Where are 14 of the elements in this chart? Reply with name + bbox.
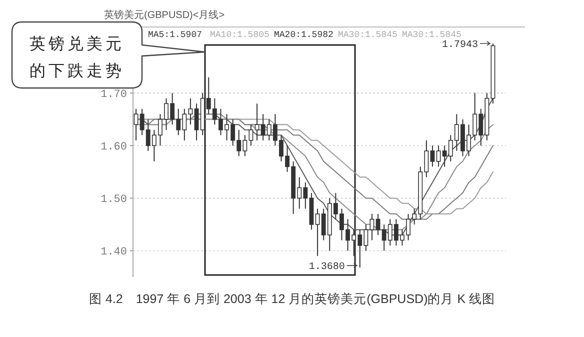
annotation: MA5:1.5907 (148, 30, 202, 40)
annotation: MA20:1.5982 (274, 30, 334, 40)
annotation: MA10:1.5805 (210, 30, 270, 40)
annotation: MA30:1.5845 (338, 30, 398, 40)
annotation: 1.3680 (308, 262, 345, 274)
chart-title: 英镑美元(GBPUSD)<月线> (104, 9, 225, 21)
y-tick-label: 1.40 (100, 246, 127, 259)
text: 英镑兑美元的下跌走势 (30, 35, 124, 80)
y-tick-label: 1.70 (100, 89, 127, 102)
y-tick-label: 1.50 (100, 194, 127, 206)
y-tick-label: 1.60 (100, 142, 127, 154)
caption: 图 4.2 1997 年 6 月到 2003 年 12 月的英镑美元(GBPUSD)的月 K 线图 (88, 291, 496, 306)
annotation: 1.7943 (442, 40, 478, 52)
annotation: MA30:1.5845 (402, 30, 462, 40)
